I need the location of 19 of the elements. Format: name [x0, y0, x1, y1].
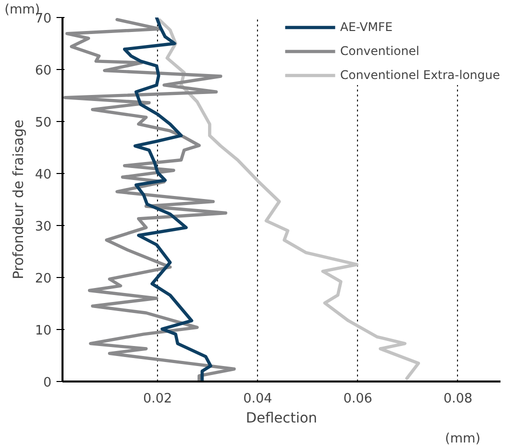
legend-label: Conventionel — [340, 44, 420, 58]
y-tick-label: 10 — [34, 324, 52, 338]
y-tick-label: 50 — [34, 116, 52, 130]
x-tick-label: 0.04 — [243, 392, 272, 406]
y-tick-label: 60 — [34, 64, 52, 78]
x-tick-label: 0.06 — [343, 392, 372, 406]
x-tick-label: 0.08 — [443, 392, 472, 406]
x-axis-title: Deflection — [246, 410, 318, 426]
x-tick-label: 0.02 — [143, 392, 172, 406]
y-tick-label: 40 — [34, 168, 52, 182]
legend-label: Conventionel Extra-longue — [340, 68, 500, 82]
legend-label: AE-VMFE — [340, 20, 393, 34]
line-series — [122, 18, 212, 382]
y-axis-title: Profondeur de fraisage — [10, 120, 27, 280]
line-series — [158, 18, 420, 380]
y-tick-label: 0 — [43, 376, 52, 390]
y-tick-label: 20 — [34, 272, 52, 286]
text: (mm) — [445, 432, 481, 446]
y-tick-label: 30 — [34, 220, 52, 234]
